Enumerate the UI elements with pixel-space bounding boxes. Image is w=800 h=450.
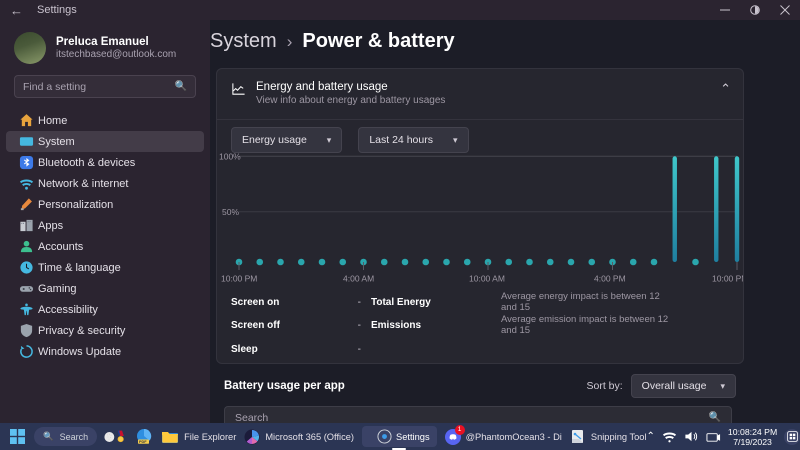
svg-text:4:00 PM: 4:00 PM: [594, 274, 626, 284]
svg-text:4:00 AM: 4:00 AM: [343, 274, 374, 284]
svg-text:50%: 50%: [222, 207, 239, 217]
svg-text:10:00 AM: 10:00 AM: [469, 274, 505, 284]
svg-text:10:00 PM: 10:00 PM: [221, 274, 257, 284]
svg-text:PDF: PDF: [139, 439, 147, 443]
svg-text:100%: 100%: [219, 151, 241, 161]
svg-text:10:00 PM: 10:00 PM: [712, 274, 744, 284]
